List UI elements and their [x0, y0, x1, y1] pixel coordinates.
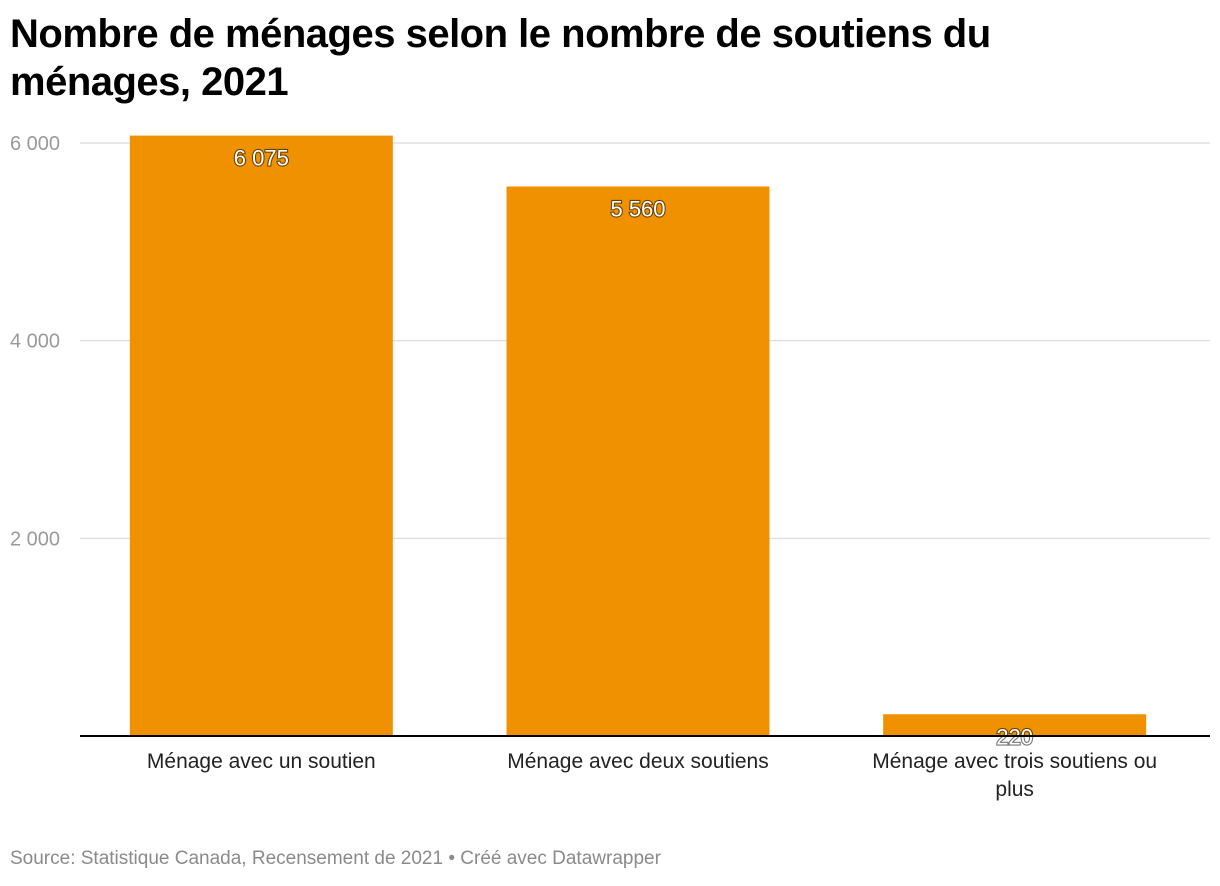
bar — [129, 135, 393, 736]
bar — [883, 714, 1147, 736]
y-tick-label: 2 000 — [10, 528, 60, 550]
bar-value-label: 6 075 — [234, 146, 289, 171]
x-category-label: plus — [995, 778, 1034, 801]
chart-title: Nombre de ménages selon le nombre de sou… — [10, 12, 991, 104]
x-category-label: Ménage avec un soutien — [147, 750, 376, 773]
bar-value-label: 5 560 — [610, 196, 665, 221]
x-category-label: Ménage avec trois soutiens ou — [872, 750, 1157, 773]
x-category-label: Ménage avec deux soutiens — [507, 750, 769, 773]
y-tick-label: 4 000 — [10, 331, 60, 353]
bar — [506, 186, 770, 736]
y-tick-label: 6 000 — [10, 133, 60, 155]
source-footer: Source: Statistique Canada, Recensement … — [10, 848, 661, 869]
